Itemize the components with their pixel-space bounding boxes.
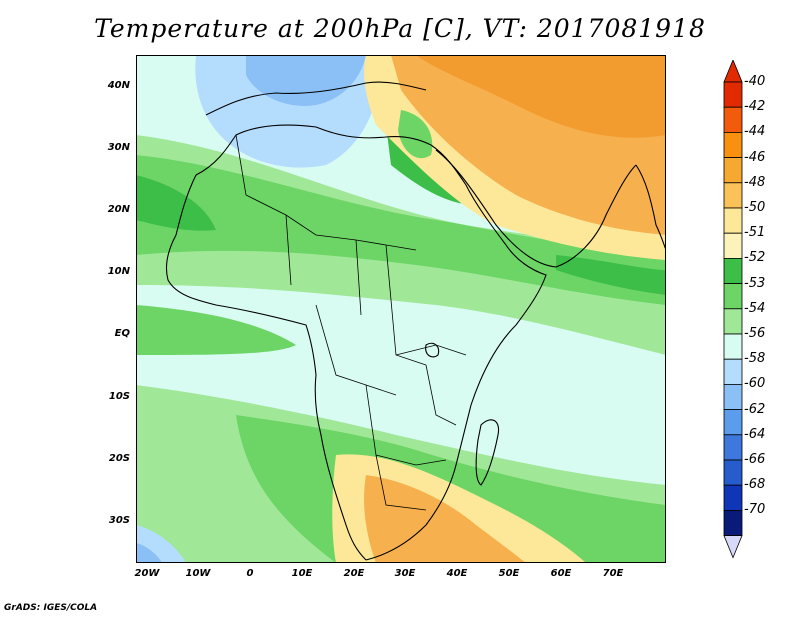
colorbar-segment: [723, 509, 743, 536]
colorbar-segment: [723, 409, 743, 436]
colorbar-label: -62: [744, 401, 766, 417]
colorbar-label: -64: [744, 426, 766, 442]
y-tick-label: 10N: [107, 266, 130, 277]
coastline-india: [635, 164, 666, 251]
colorbar-label: -44: [744, 124, 766, 140]
colorbar-label: -40: [744, 74, 766, 89]
colorbar-label: -60: [744, 376, 766, 392]
x-tick-label: 20E: [343, 568, 365, 579]
field-dark-green-w: [136, 175, 216, 231]
coastline-horn: [430, 144, 547, 326]
colorbar-segment: [723, 283, 743, 310]
colorbar-segment: [723, 157, 743, 184]
x-tick-label: 10E: [291, 568, 313, 579]
field-green-sahel: [136, 155, 666, 305]
colorbar-label: -46: [744, 149, 766, 165]
coastline-south-west: [314, 374, 367, 561]
colorbar-segment: [723, 484, 743, 511]
lake-victoria: [425, 342, 440, 358]
coastline-madagascar: [475, 419, 500, 486]
field-dark-green-e: [556, 255, 666, 295]
x-tick-label: 50E: [498, 568, 520, 579]
colorbar-segment: [723, 182, 743, 209]
colorbar-label: -66: [744, 452, 766, 467]
x-tick-label: 70E: [602, 568, 624, 579]
coastline-europe: [205, 81, 427, 116]
colorbar-segment: [723, 106, 743, 133]
coastline-south-east: [365, 324, 517, 561]
colorbar-label: -53: [744, 275, 766, 291]
colorbar-label: -42: [744, 99, 766, 115]
field-green-atlantic: [136, 305, 296, 355]
map-frame: [136, 55, 666, 563]
colorbar-segment: [723, 132, 743, 159]
x-tick-label: 30E: [394, 568, 416, 579]
x-tick-label: 20W: [134, 568, 160, 579]
y-tick-label: 20N: [107, 204, 130, 215]
x-tick-label: 10W: [185, 568, 211, 579]
colorbar-segment: [723, 459, 743, 486]
y-tick-label: 20S: [108, 453, 130, 464]
x-tick-label: 60E: [550, 568, 572, 579]
colorbar-label: -52: [744, 250, 766, 266]
x-tick-label: 0: [246, 568, 254, 579]
field-orange-south: [364, 475, 526, 563]
colorbar-label: -68: [744, 477, 766, 493]
colorbar-label: -56: [744, 326, 766, 341]
coastline-north-africa: [195, 124, 432, 176]
colorbar-segment: [723, 358, 743, 385]
coastline-west-africa: [165, 174, 317, 376]
y-tick-label: 10S: [108, 391, 130, 402]
colorbar-segment: [723, 434, 743, 461]
field-deep-orange-ne: [416, 55, 666, 138]
x-tick-label: 40E: [446, 568, 468, 579]
colorbar-label: -54: [744, 300, 766, 316]
y-tick-label: 40N: [107, 80, 130, 91]
map-panel: [136, 55, 666, 563]
colorbar-top-arrow: [723, 60, 743, 83]
y-tick-label: 30S: [108, 515, 130, 526]
colorbar-bottom-arrow: [723, 535, 743, 559]
colorbar-segment: [723, 257, 743, 284]
y-tick-label: EQ: [114, 328, 130, 339]
colorbar-segment: [723, 383, 743, 410]
coastline-arabia: [435, 149, 637, 268]
colorbar-segment: [723, 308, 743, 335]
colorbar-label: -58: [744, 351, 766, 367]
colorbar-segment: [723, 333, 743, 360]
colorbar-label: -50: [744, 200, 766, 215]
colorbar-label: -51: [744, 225, 766, 241]
colorbar: [723, 60, 743, 559]
field-blue-southwest-core: [136, 543, 162, 563]
footer-credit: GrADS: IGES/COLA: [4, 603, 98, 613]
colorbar-label: -70: [744, 502, 766, 518]
field-green-levant: [398, 110, 433, 159]
colorbar-segment: [723, 207, 743, 234]
colorbar-label: -48: [744, 174, 766, 190]
colorbar-segment: [723, 232, 743, 259]
colorbar-segment: [723, 81, 743, 108]
chart-title: Temperature at 200hPa [C], VT: 201708191…: [94, 14, 706, 43]
y-tick-label: 30N: [107, 142, 130, 153]
